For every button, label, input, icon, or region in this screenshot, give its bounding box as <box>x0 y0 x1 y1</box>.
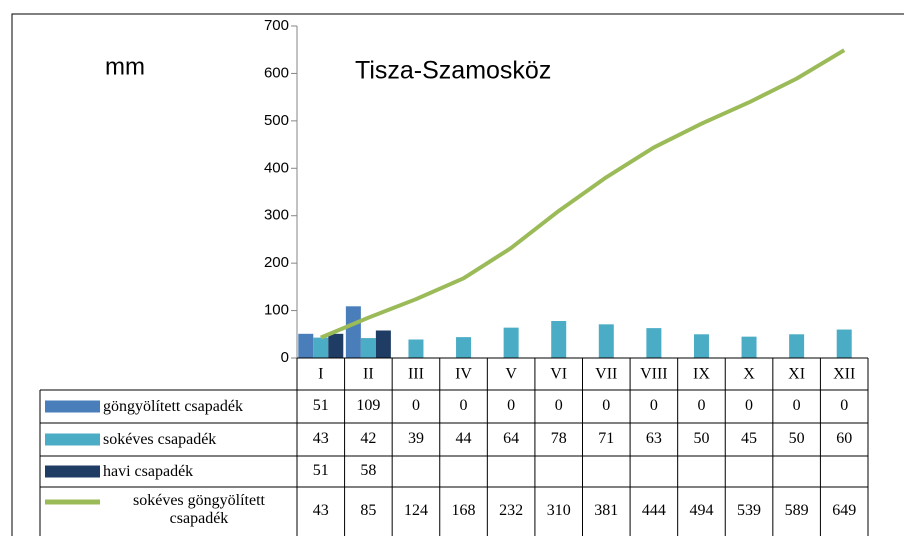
table-value: 50 <box>789 430 805 447</box>
bar <box>456 337 472 358</box>
bar <box>741 336 757 358</box>
table-value: 649 <box>832 502 856 519</box>
bar <box>551 321 567 358</box>
bar <box>789 334 805 358</box>
table-value: 310 <box>547 502 571 519</box>
x-tick-label: XI <box>788 366 805 383</box>
table-value: 0 <box>697 397 705 414</box>
bar <box>408 339 424 358</box>
table-value: 0 <box>793 397 801 414</box>
table-value: 0 <box>745 397 753 414</box>
x-tick-label: IX <box>693 366 710 383</box>
table-value: 78 <box>551 430 567 447</box>
bar <box>598 324 614 358</box>
y-tick-label: 200 <box>264 254 289 271</box>
y-tick-label: 0 <box>281 349 289 366</box>
legend-label: sokéves göngyölített csapadék <box>133 492 265 527</box>
table-value: 44 <box>456 430 472 447</box>
x-tick-label: I <box>318 366 323 383</box>
table-value: 58 <box>360 462 376 479</box>
table-value: 232 <box>499 502 523 519</box>
bar <box>360 338 376 358</box>
chart-frame <box>11 13 904 536</box>
x-tick-label: III <box>408 366 424 383</box>
x-tick-label: XII <box>833 366 855 383</box>
x-tick-label: II <box>363 366 374 383</box>
chart-title: Tisza-Szamosköz <box>355 57 551 85</box>
bar <box>313 337 329 358</box>
legend-label: havi csapadék <box>103 462 194 480</box>
x-tick-label: X <box>743 366 755 383</box>
table-value: 39 <box>408 430 424 447</box>
y-tick-label: 700 <box>264 17 289 34</box>
y-tick-label: 600 <box>264 64 289 81</box>
bar <box>375 330 391 358</box>
table-value: 0 <box>840 397 848 414</box>
legend-label: sokéves csapadék <box>103 430 217 448</box>
table-value: 109 <box>356 397 380 414</box>
bar <box>836 329 852 358</box>
table-value: 45 <box>741 430 757 447</box>
x-tick-label: V <box>505 366 517 383</box>
table-value: 0 <box>412 397 420 414</box>
table-value: 0 <box>650 397 658 414</box>
table-value: 124 <box>404 502 428 519</box>
line <box>320 48 846 340</box>
table-value: 0 <box>507 397 515 414</box>
legend-swatch <box>45 465 100 478</box>
bar <box>503 327 519 358</box>
table-value: 168 <box>452 502 476 519</box>
table-value: 85 <box>360 502 376 519</box>
table-value: 64 <box>503 430 519 447</box>
y-axis-label: mm <box>105 53 145 80</box>
bar <box>693 334 709 358</box>
table-value: 43 <box>313 430 329 447</box>
table-value: 42 <box>360 430 376 447</box>
table-value: 0 <box>460 397 468 414</box>
legend-swatch <box>45 400 100 413</box>
table-value: 50 <box>693 430 709 447</box>
table-value: 589 <box>785 502 809 519</box>
bar <box>298 333 314 358</box>
x-tick-label: IV <box>455 366 472 383</box>
x-tick-label: VII <box>595 366 617 383</box>
legend-swatch <box>45 433 100 446</box>
table-value: 43 <box>313 502 329 519</box>
table-value: 60 <box>836 430 852 447</box>
y-tick-label: 400 <box>264 159 289 176</box>
y-tick-label: 500 <box>264 112 289 129</box>
bar <box>328 333 344 358</box>
table-value: 0 <box>555 397 563 414</box>
table-value: 494 <box>689 502 713 519</box>
legend-label: göngyölített csapadék <box>103 397 243 415</box>
y-tick-label: 300 <box>264 207 289 224</box>
x-tick-label: VIII <box>640 366 668 383</box>
y-tick-label: 100 <box>264 302 289 319</box>
table-value: 0 <box>602 397 610 414</box>
table-value: 51 <box>313 397 329 414</box>
table-value: 71 <box>598 430 614 447</box>
bar <box>646 328 662 358</box>
table-value: 51 <box>313 462 329 479</box>
table-value: 444 <box>642 502 666 519</box>
bar <box>345 306 361 358</box>
table-value: 63 <box>646 430 662 447</box>
table-value: 539 <box>737 502 761 519</box>
x-tick-label: VI <box>550 366 567 383</box>
table-value: 381 <box>594 502 618 519</box>
